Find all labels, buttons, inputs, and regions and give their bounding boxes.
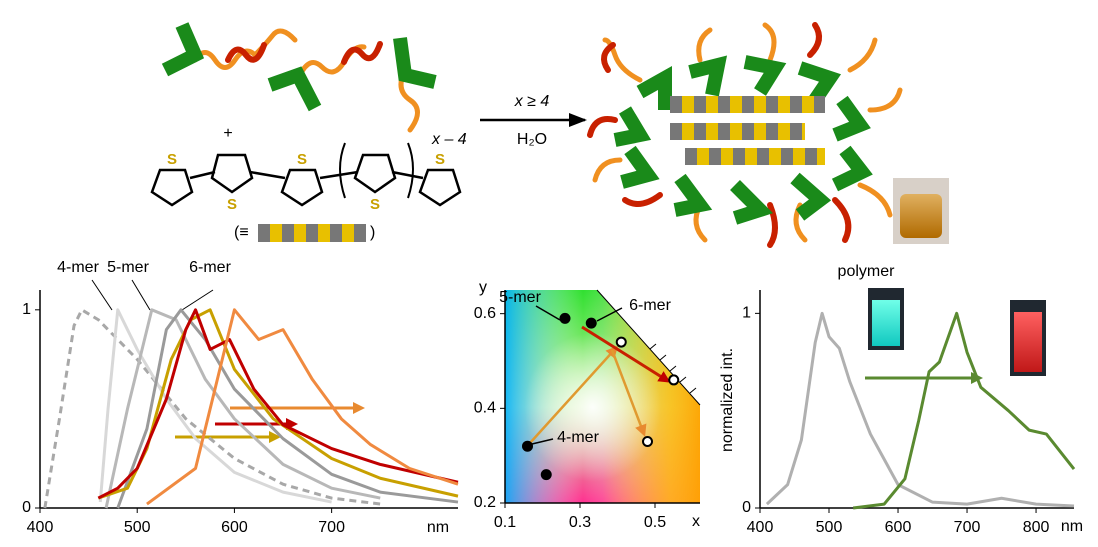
y-axis-label: normalized int. [719, 348, 736, 452]
x-tick-label: 400 [27, 519, 54, 536]
y-tick-label: 0 [22, 499, 31, 516]
point [523, 442, 532, 451]
x-tick-label: 800 [1023, 519, 1050, 536]
figure: + S S S S S x – 4 (≡ ) x ≥ 4 H₂O [0, 0, 1098, 547]
aggregate [590, 25, 949, 245]
equiv-open: (≡ [234, 224, 249, 241]
stack [670, 96, 825, 165]
chart-3-decor: polymer nm normalized int. [719, 263, 1083, 535]
y-axis-label: y [479, 279, 487, 296]
atom: S [167, 151, 177, 168]
point [643, 437, 652, 446]
x-axis-label: nm [427, 519, 449, 536]
annotation: 6-mer [189, 259, 231, 276]
point [617, 338, 626, 347]
x-tick-label: 600 [221, 519, 248, 536]
annotation: 4-mer [557, 429, 599, 446]
x-tick-label: 600 [885, 519, 912, 536]
y-tick-label: 1 [742, 305, 751, 322]
y-tick-label: 0.2 [474, 494, 496, 511]
scheme: + S S S S S x – 4 (≡ ) x ≥ 4 H₂O [152, 25, 585, 242]
x-tick-label: 700 [954, 519, 981, 536]
point [669, 375, 678, 384]
x-tick-label: 0.5 [644, 514, 666, 531]
annotation: 4-mer [57, 259, 99, 276]
x-tick-label: 500 [816, 519, 843, 536]
atom: S [227, 196, 237, 213]
y-tick-label: 1 [22, 301, 31, 318]
repeat-label: x – 4 [431, 131, 467, 148]
x-tick-label: 0.3 [569, 514, 591, 531]
equiv-close: ) [370, 224, 375, 241]
point [542, 470, 551, 479]
annotation: 6-mer [629, 297, 671, 314]
oligomer-bar [258, 224, 366, 242]
x-tick-label: 700 [318, 519, 345, 536]
atom: S [370, 196, 380, 213]
atom: S [297, 151, 307, 168]
x-tick-label: 400 [747, 519, 774, 536]
y-tick-label: 0.6 [474, 305, 496, 322]
point [561, 314, 570, 323]
x-tick-label: 0.1 [494, 514, 516, 531]
plus: + [223, 125, 232, 142]
y-tick-label: 0 [742, 499, 751, 516]
atom: S [435, 151, 445, 168]
reagent: x ≥ 4 [514, 93, 550, 110]
point [587, 319, 596, 328]
x-axis-label: x [692, 513, 700, 530]
solvent: H₂O [517, 131, 547, 148]
cie-diagram [505, 290, 700, 503]
x-tick-label: 500 [124, 519, 151, 536]
x-axis-label: nm [1061, 518, 1083, 535]
annotation: polymer [838, 263, 896, 280]
y-tick-label: 0.4 [474, 400, 496, 417]
annotation: 5-mer [107, 259, 149, 276]
